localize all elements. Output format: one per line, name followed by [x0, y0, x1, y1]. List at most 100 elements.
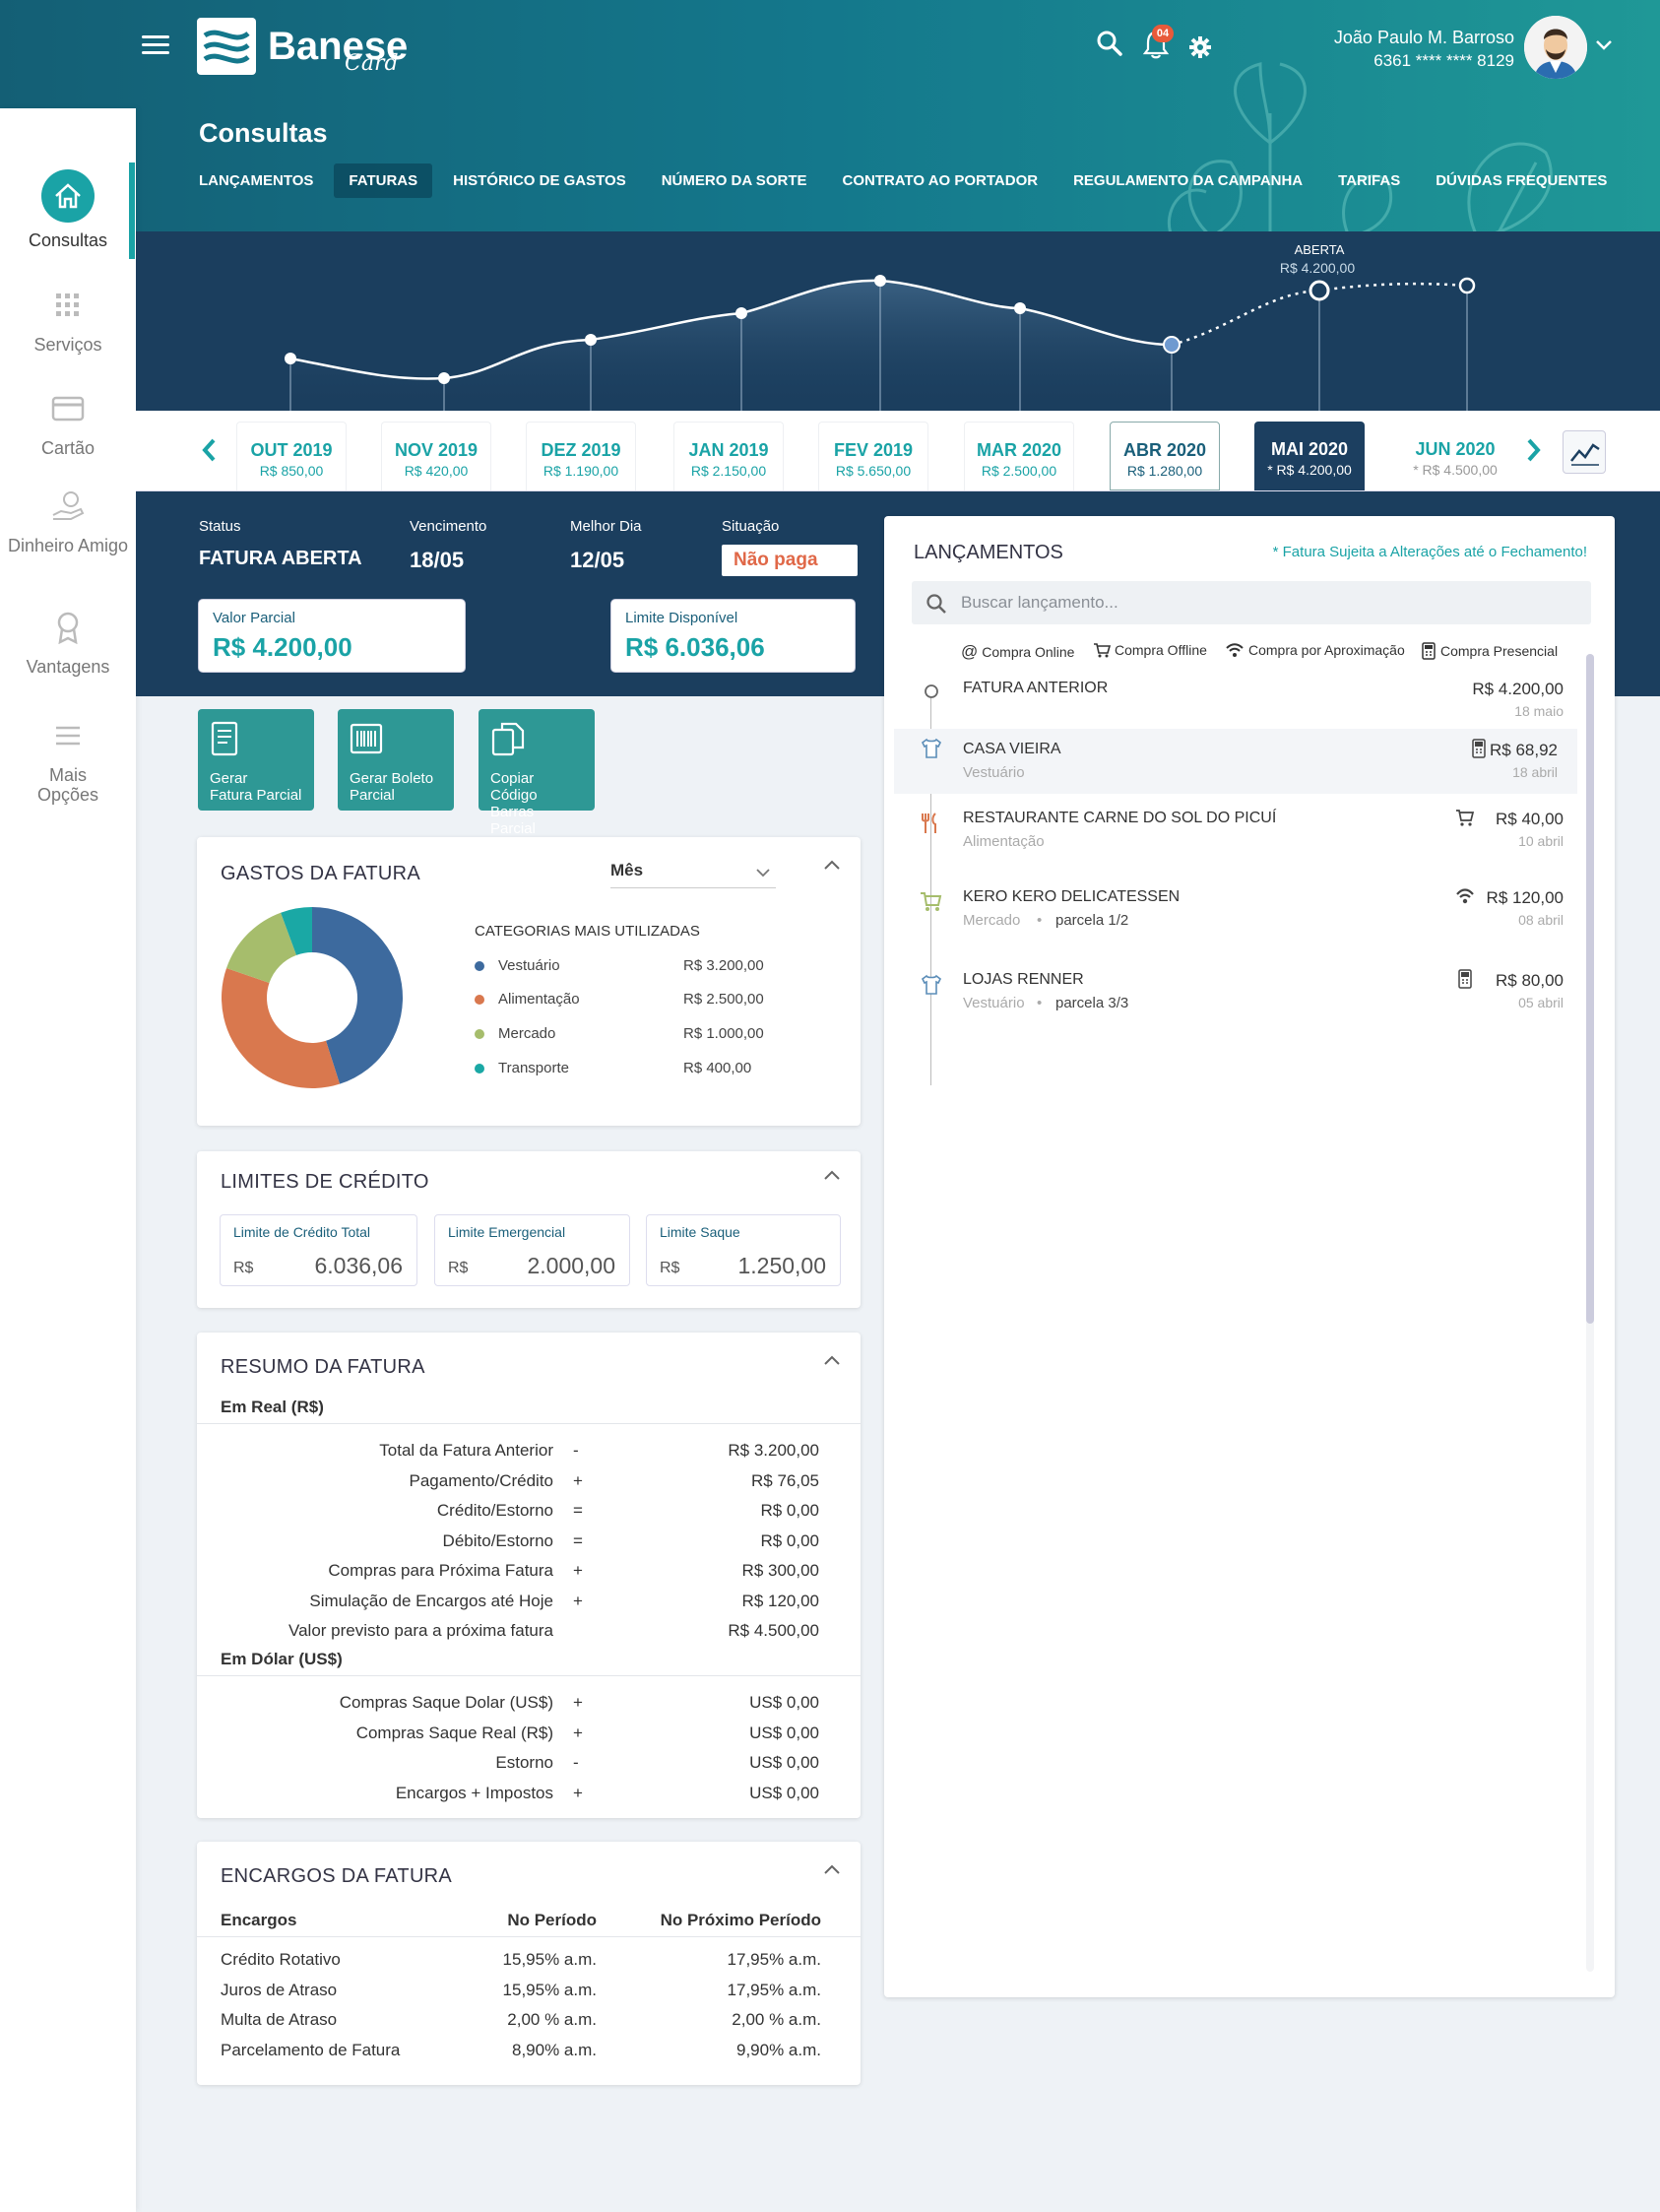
trend-point[interactable] [585, 334, 597, 346]
transaction-row[interactable]: KERO KERO DELICATESSEN Mercado • parcela 1/… [884, 882, 1573, 947]
notification-badge: 04 [1152, 25, 1174, 42]
donut-slice-mercado[interactable] [226, 912, 297, 984]
trend-point-open[interactable] [1309, 280, 1330, 301]
transaction-name: KERO KERO DELICATESSEN [963, 888, 1181, 905]
grid-icon [56, 293, 79, 316]
due-date-label: Vencimento [410, 518, 487, 535]
month-tab-selected[interactable]: ABR 2020 R$ 1.280,00 [1110, 422, 1220, 490]
period-select[interactable]: Mês [610, 859, 776, 888]
search-icon[interactable] [1096, 30, 1123, 57]
sidebar-item-dinheiro-amigo[interactable]: Dinheiro Amigo [0, 489, 136, 555]
trend-point[interactable] [285, 353, 296, 364]
month-tab[interactable]: FEV 2019 R$ 5.650,00 [818, 422, 928, 490]
summary-row-operator: = [573, 1530, 583, 1550]
sidebar-item-consultas[interactable]: Consultas [0, 169, 136, 251]
transaction-category: Alimentação [963, 833, 1045, 850]
best-day-value: 12/05 [570, 548, 625, 572]
chevron-up-icon[interactable] [823, 1354, 841, 1366]
sidebar-item-cartao[interactable]: Cartão [0, 392, 136, 459]
legend-label: Compra Presencial [1440, 643, 1559, 659]
shirt-icon [921, 974, 942, 995]
scrollbar-thumb[interactable] [1586, 654, 1594, 1324]
summary-row: Compras para Próxima Fatura [197, 1561, 553, 1583]
barcode-icon [350, 723, 383, 754]
summary-row-value: US$ 0,00 [749, 1753, 819, 1772]
month-tab[interactable]: JUN 2020 * R$ 4.500,00 [1400, 422, 1510, 490]
chevron-down-icon[interactable] [1595, 39, 1613, 51]
gear-icon[interactable] [1188, 35, 1212, 59]
chevron-left-icon[interactable] [201, 437, 217, 463]
shirt-icon [921, 738, 942, 758]
summary-row-value: R$ 0,00 [760, 1530, 819, 1550]
trend-point-selected[interactable] [1163, 336, 1181, 354]
copy-barcode-button[interactable]: Copiar Código Barras Parcial [479, 709, 595, 837]
trend-point[interactable] [874, 275, 886, 287]
trend-point[interactable] [438, 372, 450, 384]
transaction-row[interactable]: FATURA ANTERIOR R$ 4.200,00 18 maio [884, 674, 1573, 721]
transactions-scrollbar[interactable] [1586, 654, 1594, 1972]
transaction-row[interactable]: LOJAS RENNER Vestuário • parcela 3/3 R$ 80,0… [884, 965, 1573, 1030]
user-avatar[interactable] [1524, 16, 1587, 79]
generate-partial-invoice-button[interactable]: Gerar Fatura Parcial [198, 709, 314, 811]
month-label: DEZ 2019 [541, 440, 621, 460]
charges-cell: Multa de Atraso [221, 2010, 338, 2029]
trend-open-label: ABERTA [1295, 242, 1345, 257]
tab-lancamentos[interactable]: LANÇAMENTOS [199, 172, 314, 189]
month-tab[interactable]: OUT 2019 R$ 850,00 [236, 422, 347, 490]
tab-regulamento-da-campanha[interactable]: REGULAMENTO DA CAMPANHA [1073, 172, 1304, 189]
award-icon [57, 612, 79, 645]
tab-tarifas[interactable]: TARIFAS [1338, 172, 1401, 189]
transaction-name: CASA VIEIRA [963, 741, 1061, 757]
donut-slice-alimentação[interactable] [222, 968, 341, 1088]
banese-logo: Banese Card [197, 18, 408, 76]
transaction-row[interactable]: CASA VIEIRA Vestuário R$ 68,92 18 abril [894, 729, 1577, 794]
tab-numero-da-sorte[interactable]: NÚMERO DA SORTE [661, 172, 807, 189]
donut-slice-transporte[interactable] [281, 907, 312, 955]
cart-icon [1456, 810, 1475, 826]
sidebar-item-mais-opcoes[interactable]: Mais Opções [0, 719, 136, 805]
month-tab[interactable]: NOV 2019 R$ 420,00 [381, 422, 491, 490]
chevron-down-icon [756, 869, 770, 878]
chevron-up-icon[interactable] [823, 1169, 841, 1181]
trend-point-forecast[interactable] [1458, 277, 1476, 294]
tab-contrato-ao-portador[interactable]: CONTRATO AO PORTADOR [842, 172, 1039, 189]
chevron-right-icon[interactable] [1526, 437, 1542, 463]
charges-cell: 2,00 % a.m. [732, 2010, 821, 2029]
month-tab[interactable]: JAN 2019 R$ 2.150,00 [673, 422, 784, 490]
sidebar-item-servicos[interactable]: Serviços [0, 289, 136, 356]
category-dot [475, 1029, 484, 1040]
money-hand-icon [52, 491, 85, 520]
tab-duvidas-frequentes[interactable]: DÚVIDAS FREQUENTES [1436, 172, 1608, 189]
limit-label: Limite Emergencial [448, 1224, 566, 1240]
month-tab[interactable]: MAR 2020 R$ 2.500,00 [964, 422, 1074, 490]
category-name: Alimentação [498, 991, 580, 1008]
transaction-row[interactable]: RESTAURANTE CARNE DO SOL DO PICUÍ Aliment… [884, 804, 1573, 869]
transaction-name: FATURA ANTERIOR [963, 680, 1109, 696]
tab-historico-de-gastos[interactable]: HISTÓRICO DE GASTOS [453, 172, 626, 189]
banese-logo-mark-icon [197, 18, 256, 75]
chevron-up-icon[interactable] [823, 859, 841, 871]
summary-row-label: Simulação de Encargos até Hoje [309, 1591, 553, 1610]
donut-slice-vestuário[interactable] [312, 907, 403, 1084]
month-tab[interactable]: DEZ 2019 R$ 1.190,00 [526, 422, 636, 490]
transaction-search-input[interactable] [961, 581, 1571, 624]
available-limit-box: Limite Disponível R$ 6.036,06 [610, 599, 856, 673]
charges-cell: 17,95% a.m. [727, 1980, 821, 1999]
month-tab-current[interactable]: MAI 2020 * R$ 4.200,00 [1254, 422, 1365, 490]
trend-point[interactable] [735, 307, 747, 319]
summary-row-operator: + [573, 1470, 583, 1490]
legend-online: @ Compra Online [961, 642, 1074, 662]
month-value: R$ 2.500,00 [981, 463, 1057, 479]
hamburger-menu-button[interactable] [142, 35, 169, 57]
generate-partial-boleto-button[interactable]: Gerar Boleto Parcial [338, 709, 454, 811]
due-date-value: 18/05 [410, 548, 465, 572]
chevron-up-icon[interactable] [823, 1863, 841, 1875]
chart-view-button[interactable] [1563, 430, 1606, 474]
legend-contactless: Compra por Aproximação [1225, 642, 1405, 658]
trend-point[interactable] [1014, 302, 1026, 314]
tab-faturas[interactable]: FATURAS [334, 163, 433, 198]
action-line1: Copiar Código [490, 770, 538, 804]
limit-currency: R$ [660, 1260, 680, 1276]
sidebar-item-vantagens[interactable]: Vantagens [0, 611, 136, 678]
limit-amount: 1.250,00 [737, 1253, 826, 1278]
